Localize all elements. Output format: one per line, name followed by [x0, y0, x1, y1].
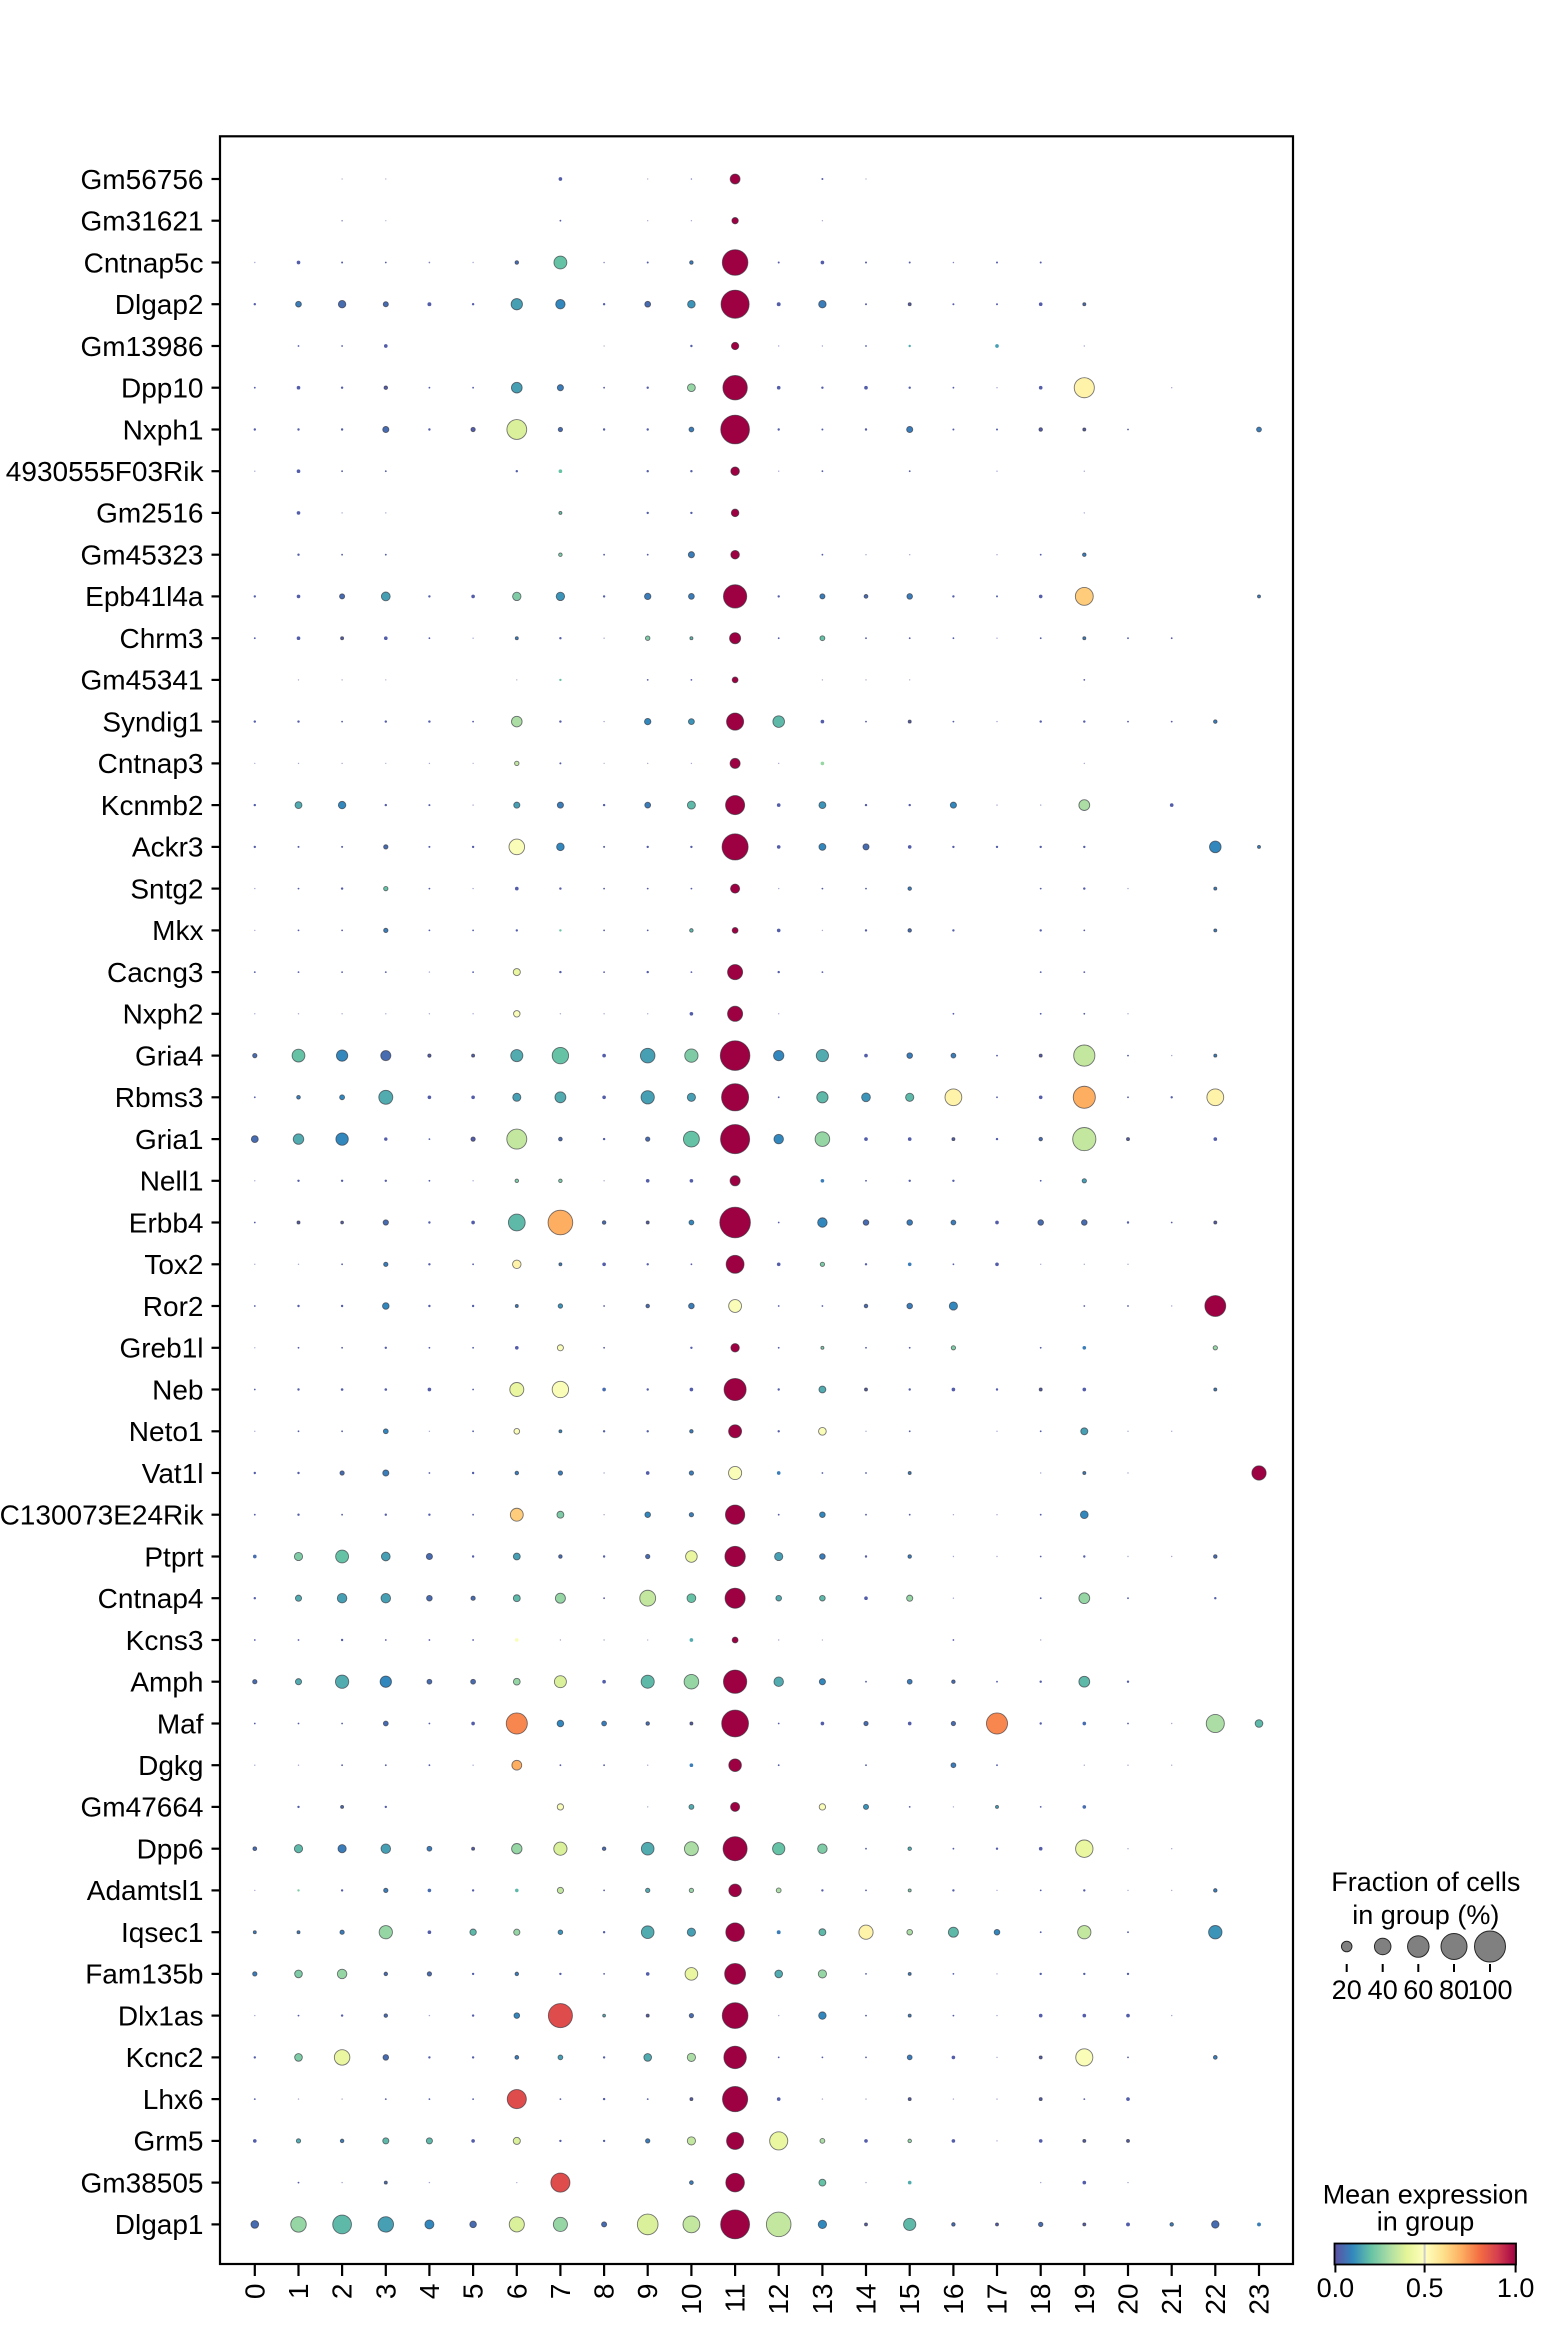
svg-text:80: 80 — [1439, 1975, 1469, 2005]
svg-text:18: 18 — [1025, 2284, 1056, 2315]
svg-text:Gm45341: Gm45341 — [81, 665, 204, 696]
svg-text:Fraction of cells: Fraction of cells — [1331, 1867, 1520, 1897]
svg-text:0.0: 0.0 — [1317, 2273, 1355, 2303]
svg-text:Cntnap3: Cntnap3 — [98, 748, 204, 779]
svg-text:Dlx1as: Dlx1as — [118, 2000, 204, 2031]
svg-text:Gm47664: Gm47664 — [81, 1792, 204, 1823]
svg-text:Ror2: Ror2 — [143, 1291, 204, 1322]
svg-text:in group (%): in group (%) — [1352, 1900, 1499, 1930]
svg-text:Epb41l4a: Epb41l4a — [85, 581, 204, 612]
svg-text:Syndig1: Syndig1 — [102, 706, 203, 737]
svg-text:in group: in group — [1377, 2207, 1475, 2237]
svg-text:Tox2: Tox2 — [144, 1249, 203, 1280]
svg-text:Fam135b: Fam135b — [85, 1959, 203, 1990]
svg-text:Nell1: Nell1 — [140, 1166, 204, 1197]
svg-text:Neto1: Neto1 — [129, 1416, 204, 1447]
svg-text:Dgkg: Dgkg — [138, 1750, 203, 1781]
svg-text:22: 22 — [1200, 2284, 1231, 2315]
svg-text:Gria4: Gria4 — [135, 1040, 203, 1071]
svg-text:Cacng3: Cacng3 — [107, 957, 204, 988]
svg-text:Kcns3: Kcns3 — [126, 1625, 204, 1656]
svg-text:Dlgap1: Dlgap1 — [115, 2209, 204, 2240]
svg-text:Chrm3: Chrm3 — [119, 623, 203, 654]
svg-text:23: 23 — [1244, 2284, 1275, 2315]
svg-text:16: 16 — [938, 2284, 969, 2315]
svg-text:Gm2516: Gm2516 — [96, 498, 203, 529]
svg-text:20: 20 — [1113, 2284, 1144, 2315]
svg-text:Maf: Maf — [157, 1708, 204, 1739]
svg-text:Gm38505: Gm38505 — [81, 2167, 204, 2198]
svg-text:5: 5 — [458, 2284, 489, 2300]
svg-text:Mean expression: Mean expression — [1323, 2180, 1529, 2210]
svg-text:20: 20 — [1332, 1975, 1362, 2005]
svg-text:6: 6 — [501, 2284, 532, 2300]
svg-text:Gm45323: Gm45323 — [81, 540, 204, 571]
svg-text:Kcnmb2: Kcnmb2 — [101, 790, 204, 821]
svg-text:4930555F03Rik: 4930555F03Rik — [6, 456, 205, 487]
svg-text:Sntg2: Sntg2 — [130, 873, 203, 904]
svg-text:0.5: 0.5 — [1406, 2273, 1444, 2303]
svg-text:Adamtsl1: Adamtsl1 — [87, 1875, 204, 1906]
svg-text:Cntnap5c: Cntnap5c — [84, 247, 204, 278]
svg-text:1: 1 — [283, 2284, 314, 2300]
svg-text:7: 7 — [545, 2284, 576, 2300]
svg-text:19: 19 — [1069, 2284, 1100, 2315]
svg-text:Vat1l: Vat1l — [142, 1458, 204, 1489]
svg-text:Dpp6: Dpp6 — [137, 1834, 204, 1865]
svg-text:C130073E24Rik: C130073E24Rik — [0, 1500, 204, 1531]
svg-text:13: 13 — [807, 2284, 838, 2315]
svg-text:40: 40 — [1368, 1975, 1398, 2005]
svg-text:Gm31621: Gm31621 — [81, 206, 204, 237]
svg-text:14: 14 — [851, 2284, 882, 2315]
svg-text:3: 3 — [370, 2284, 401, 2300]
svg-text:12: 12 — [763, 2284, 794, 2315]
svg-text:Dlgap2: Dlgap2 — [115, 289, 204, 320]
svg-text:Dpp10: Dpp10 — [121, 373, 204, 404]
svg-text:Mkx: Mkx — [152, 915, 203, 946]
svg-text:Cntnap4: Cntnap4 — [98, 1583, 204, 1614]
svg-text:Grm5: Grm5 — [134, 2126, 204, 2157]
svg-text:Nxph2: Nxph2 — [123, 999, 204, 1030]
svg-text:11: 11 — [720, 2284, 751, 2313]
svg-text:4: 4 — [414, 2284, 445, 2300]
svg-text:10: 10 — [676, 2284, 707, 2315]
svg-text:21: 21 — [1156, 2284, 1187, 2315]
svg-text:Neb: Neb — [152, 1374, 203, 1405]
svg-text:Amph: Amph — [130, 1667, 203, 1698]
svg-text:Iqsec1: Iqsec1 — [121, 1917, 204, 1948]
svg-text:8: 8 — [589, 2284, 620, 2300]
svg-text:100: 100 — [1467, 1975, 1512, 2005]
svg-text:Erbb4: Erbb4 — [129, 1207, 204, 1238]
svg-text:Kcnc2: Kcnc2 — [126, 2042, 204, 2073]
svg-text:Rbms3: Rbms3 — [115, 1082, 204, 1113]
svg-text:Lhx6: Lhx6 — [143, 2084, 204, 2115]
svg-text:Gria1: Gria1 — [135, 1124, 203, 1155]
svg-text:Greb1l: Greb1l — [119, 1333, 203, 1364]
svg-text:15: 15 — [894, 2284, 925, 2315]
svg-text:Gm13986: Gm13986 — [81, 331, 204, 362]
svg-text:Ptprt: Ptprt — [144, 1541, 203, 1572]
svg-text:Nxph1: Nxph1 — [123, 414, 204, 445]
svg-text:Ackr3: Ackr3 — [132, 832, 204, 863]
svg-text:Gm56756: Gm56756 — [81, 164, 204, 195]
svg-text:1.0: 1.0 — [1497, 2273, 1535, 2303]
svg-text:2: 2 — [327, 2284, 358, 2300]
svg-text:60: 60 — [1403, 1975, 1433, 2005]
svg-text:9: 9 — [632, 2284, 663, 2300]
svg-text:0: 0 — [239, 2284, 270, 2300]
svg-text:17: 17 — [982, 2284, 1013, 2315]
